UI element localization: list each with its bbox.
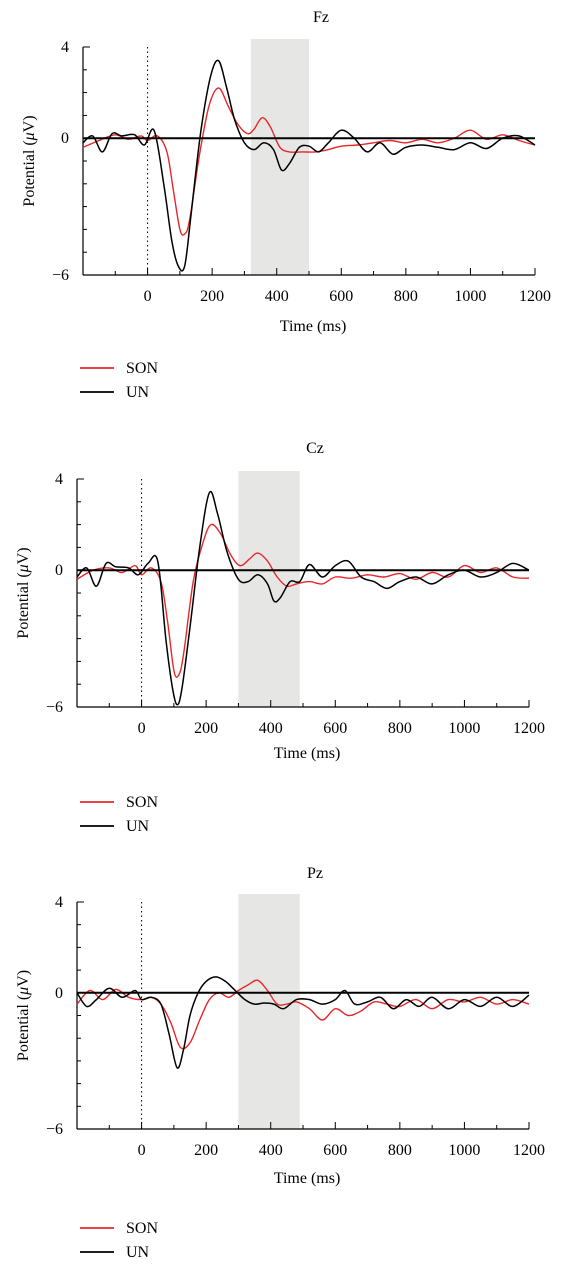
x-tick-label: 1000 xyxy=(454,288,486,305)
x-tick-label: 1200 xyxy=(519,288,551,305)
y-axis-label: Potential (μV) xyxy=(15,970,32,1061)
y-tick-label: −6 xyxy=(52,267,69,284)
erp-chart-fz: Fz 4 0 −6 0 200 400 600 800 1000 1200 Time (ms) Pote… xyxy=(0,0,563,420)
y-tick-label: −6 xyxy=(46,699,63,716)
y-axis-label: Potential (μV) xyxy=(21,115,38,206)
x-axis-label: Time (ms) xyxy=(274,1170,341,1187)
legend-label-son: SON xyxy=(126,1220,158,1237)
x-axis-label: Time (ms) xyxy=(280,318,347,335)
x-tick-label: 0 xyxy=(144,288,152,305)
x-tick-label: 400 xyxy=(259,720,283,737)
y-axis-label: Potential (μV) xyxy=(15,547,32,638)
x-tick-label: 400 xyxy=(259,1142,283,1159)
x-axis-label: Time (ms) xyxy=(274,745,341,762)
x-tick-label: 800 xyxy=(388,720,412,737)
y-tick-label: 4 xyxy=(55,471,63,488)
x-tick-label: 200 xyxy=(200,288,224,305)
y-axis-label-part: μ xyxy=(15,564,32,573)
y-axis-label-part: μ xyxy=(15,987,32,996)
legend-label-un: UN xyxy=(126,384,150,401)
analysis-window xyxy=(238,894,300,1129)
y-tick-label: 0 xyxy=(55,562,63,579)
chart-svg: Fz 4 0 −6 0 200 400 600 800 1000 1200 Time (ms) Pote… xyxy=(21,9,551,401)
y-tick-label: 4 xyxy=(55,894,63,911)
x-tick-label: 0 xyxy=(138,720,146,737)
chart-title: Fz xyxy=(313,9,329,26)
chart-title: Cz xyxy=(306,440,324,457)
series-line-son xyxy=(76,979,530,1050)
series-line-un xyxy=(76,490,530,706)
x-tick-label: 600 xyxy=(323,1142,347,1159)
x-tick-label: 1200 xyxy=(513,1142,545,1159)
x-tick-label: 800 xyxy=(394,288,418,305)
y-tick-label: −6 xyxy=(46,1121,63,1138)
y-tick-label: 0 xyxy=(55,985,63,1002)
series-line-son xyxy=(76,523,530,678)
y-axis-label-part: Potential ( xyxy=(15,995,32,1061)
x-tick-label: 400 xyxy=(265,288,289,305)
legend-label-un: UN xyxy=(126,1244,150,1261)
x-tick-label: 1000 xyxy=(448,720,480,737)
x-tick-label: 600 xyxy=(323,720,347,737)
y-tick-label: 0 xyxy=(61,130,69,147)
y-axis-label-part: μ xyxy=(21,132,38,141)
legend-label-un: UN xyxy=(126,818,150,835)
x-tick-label: 1200 xyxy=(513,720,545,737)
chart-svg: Pz 4 0 −6 0 200 400 600 800 1000 1200 Time (ms) Pote… xyxy=(15,865,545,1261)
x-tick-label: 1000 xyxy=(448,1142,480,1159)
x-tick-label: 600 xyxy=(329,288,353,305)
y-axis-label-part: V) xyxy=(15,970,32,987)
x-tick-label: 800 xyxy=(388,1142,412,1159)
analysis-window xyxy=(250,39,309,275)
y-axis-label-part: Potential ( xyxy=(15,572,32,638)
y-axis-label-part: V) xyxy=(21,115,38,132)
chart-svg: Cz 4 0 −6 0 200 400 600 800 1000 1200 Time (ms) Pote… xyxy=(15,440,545,835)
y-axis-label-part: Potential ( xyxy=(21,140,38,206)
erp-chart-pz: Pz 4 0 −6 0 200 400 600 800 1000 1200 Time (ms) Pote… xyxy=(0,848,563,1268)
y-axis-label-part: V) xyxy=(15,547,32,564)
x-tick-label: 0 xyxy=(138,1142,146,1159)
legend-label-son: SON xyxy=(126,794,158,811)
erp-chart-cz: Cz 4 0 −6 0 200 400 600 800 1000 1200 Time (ms) Pote… xyxy=(0,425,563,845)
series-line-un xyxy=(76,976,530,1069)
y-tick-label: 4 xyxy=(61,39,69,56)
x-tick-label: 200 xyxy=(194,720,218,737)
legend-label-son: SON xyxy=(126,360,158,377)
x-tick-label: 200 xyxy=(194,1142,218,1159)
chart-title: Pz xyxy=(307,865,323,882)
series-line-un xyxy=(82,59,536,272)
